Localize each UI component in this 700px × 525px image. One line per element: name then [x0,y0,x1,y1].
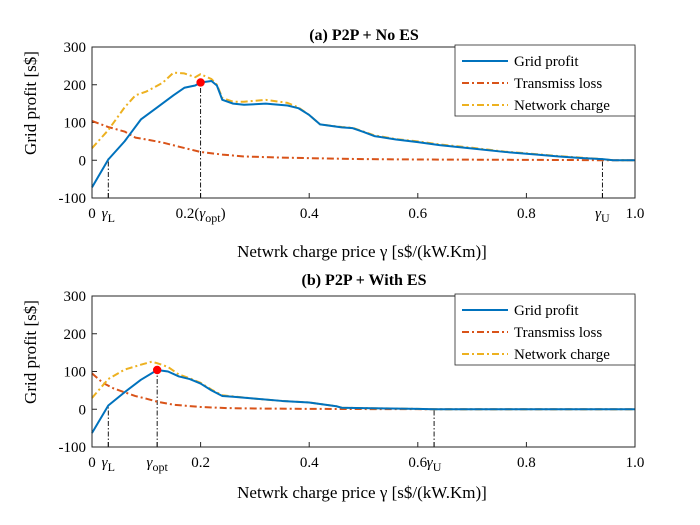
chart-b-gamma-guides [107,369,435,447]
chart-a-x-tick-labels: 0 γL 0.2(γopt) 0.4 0.6 0.8 γU 1.0 [88,206,644,225]
chart-b-legend: Grid profit Transmiss loss Network charge [454,293,636,366]
chart-a-gamma-guides [107,82,603,198]
chart-a-xtick-label: 0.8 [517,206,536,222]
chart-a-xtick-label: 0.4 [300,206,319,222]
chart-b-title: (b) P2P + With ES [302,272,427,289]
chart-a-xtick-label: 0 [88,206,96,222]
chart-a-optimum-point [196,78,205,87]
chart-a-legend-label: Transmiss loss [514,76,602,92]
chart-a-series-network-charge [91,71,635,162]
chart-a-axes-box [91,46,636,199]
chart-a-y-tick-labels: -100 0 100 200 300 [59,40,87,207]
chart-b-legend-label: Network charge [514,347,610,363]
chart-a-ytick-label: -100 [59,191,87,207]
chart-b-xtick-label: 0.6 [408,455,427,471]
chart-b-axes-box [91,295,636,448]
chart-b-xtick-label: 1.0 [626,455,645,471]
chart-b-xtick-label: γU [427,455,442,474]
chart-b-ytick-label: 200 [64,327,87,343]
chart-a-ylabel: Grid profit [s$] [21,51,40,155]
chart-a-xtick-label: γU [595,206,610,225]
chart-b-ylabel: Grid profit [s$] [21,300,40,404]
chart-b-xlabel: Netwrk charge price γ [s$/(kW.Km)] [237,483,487,502]
chart-a-ytick-label: 100 [64,116,87,132]
chart-b-ytick-label: -100 [59,440,87,456]
chart-a-xtick-label: 0.6 [408,206,427,222]
chart-b-xtick-label: γopt [147,455,169,474]
chart-b-ytick-label: 300 [64,289,87,305]
chart-a-legend-label: Network charge [514,98,610,114]
chart-b-y-tick-labels: -100 0 100 200 300 [59,289,87,456]
chart-a-ytick-label: 200 [64,78,87,94]
chart-a-ytick-label: 0 [79,153,87,169]
chart-a-xtick-label: 0.2(γopt) [176,206,226,225]
chart-a-series [91,71,635,188]
chart-a-series-transmiss-loss [91,120,635,162]
chart-b-xtick-label: 0.8 [517,455,536,471]
chart-b-xtick-label: 0.2 [191,455,210,471]
chart-a-xtick-label: 1.0 [626,206,645,222]
chart-b-series-transmiss-loss [91,372,635,411]
chart-b-xtick-label: 0.4 [300,455,319,471]
chart-b-legend-label: Grid profit [514,303,579,319]
chart-b-legend-box [454,293,636,366]
chart-a-xlabel: Netwrk charge price γ [s$/(kW.Km)] [237,242,487,261]
chart-a-legend: Grid profit Transmiss loss Network charge [454,44,636,117]
chart-a-ytick-label: 300 [64,40,87,56]
chart-b-series [91,360,635,434]
chart-b-xtick-label: 0 [88,455,96,471]
chart-a-xtick-label: γL [102,206,115,225]
chart-b-x-tick-labels: 0 γL γopt 0.2 0.4 0.6 γU 0.8 1.0 [88,455,644,474]
chart-a-legend-box [454,44,636,117]
chart-a-legend-label: Grid profit [514,54,579,70]
chart-b-legend-label: Transmiss loss [514,325,602,341]
chart-a-series-grid-profit [91,79,635,188]
chart-b-xtick-label: γL [102,455,115,474]
chart-b-ytick-label: 0 [79,402,87,418]
chart-a-title: (a) P2P + No ES [309,27,419,44]
chart-b-ytick-label: 100 [64,365,87,381]
chart-b-optimum-point [152,365,162,375]
